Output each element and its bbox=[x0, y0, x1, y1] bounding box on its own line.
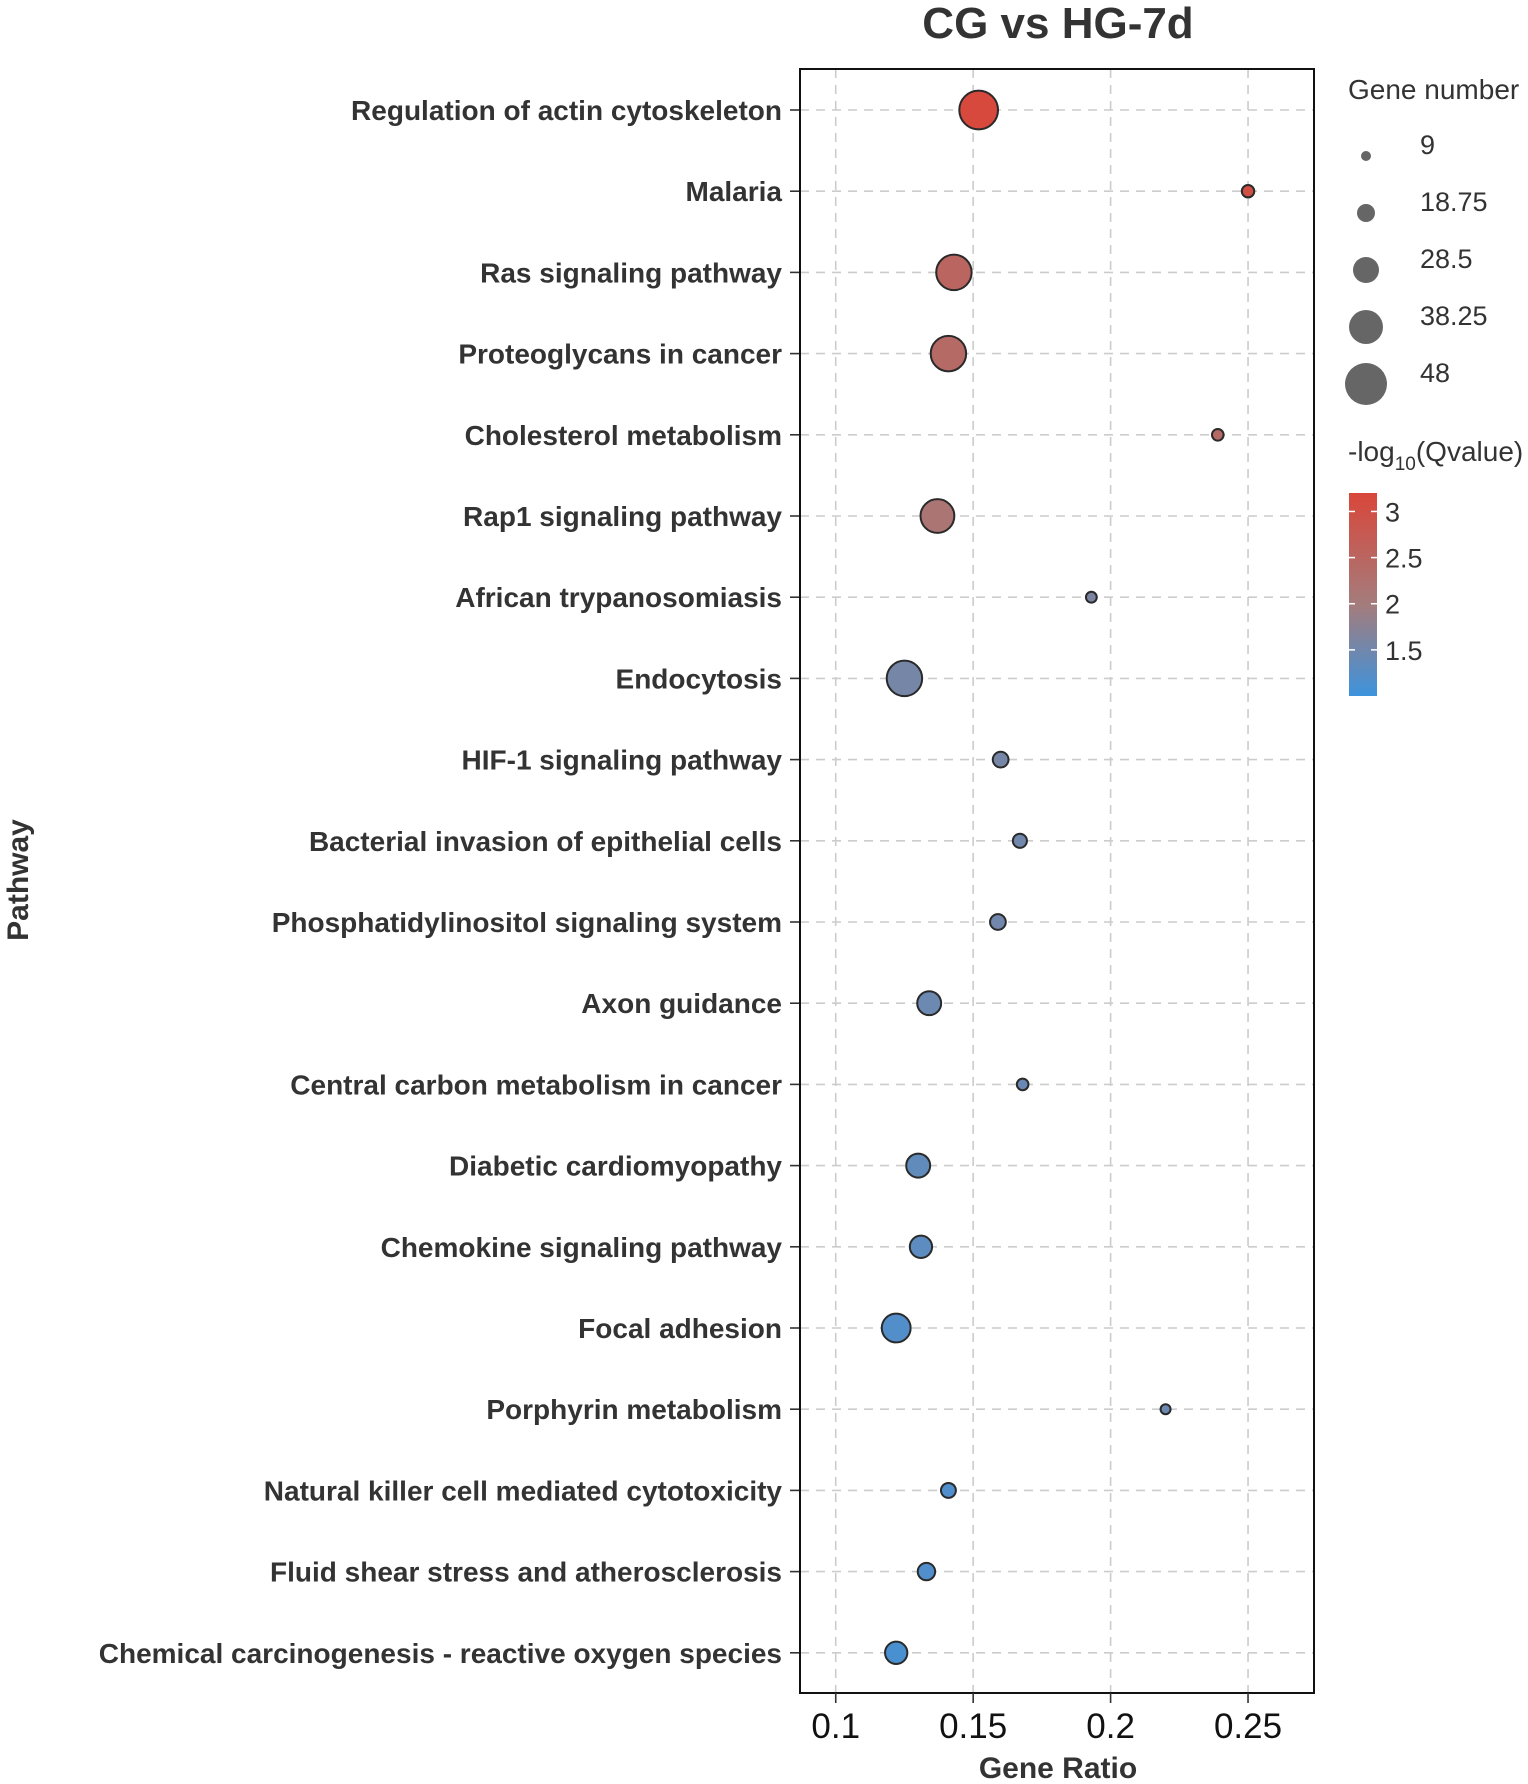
data-points bbox=[880, 89, 1256, 1665]
size-legend-label: 48 bbox=[1420, 358, 1450, 388]
size-legend-title: Gene number bbox=[1348, 74, 1519, 105]
color-legend-title: -log10(Qvalue) bbox=[1348, 436, 1523, 475]
colorbar-ticks: 3 2.5 2 1.5 bbox=[1349, 497, 1423, 666]
color-legend-title-suffix: (Qvalue) bbox=[1416, 436, 1523, 467]
data-point bbox=[1159, 1403, 1172, 1416]
chart-title: CG vs HG-7d bbox=[922, 0, 1193, 48]
size-legend-circle bbox=[1353, 257, 1379, 283]
x-tick-labels: 0.1 0.15 0.2 0.25 bbox=[811, 1693, 1282, 1746]
data-point bbox=[1015, 1077, 1030, 1092]
data-point bbox=[939, 1481, 957, 1499]
pathway-label: Axon guidance bbox=[581, 988, 782, 1019]
size-legend-circle bbox=[1357, 204, 1375, 222]
pathway-label: Central carbon metabolism in cancer bbox=[290, 1069, 782, 1100]
pathway-labels: Regulation of actin cytoskeleton Malaria R… bbox=[99, 95, 783, 1669]
pathway-label: Bacterial invasion of epithelial cells bbox=[309, 826, 782, 857]
x-tick-label: 0.15 bbox=[939, 1707, 1007, 1746]
x-tick-label: 0.1 bbox=[811, 1707, 860, 1746]
data-point bbox=[1084, 590, 1098, 604]
size-legend-label: 38.25 bbox=[1420, 301, 1488, 331]
pathway-label: Chemical carcinogenesis - reactive oxyge… bbox=[99, 1638, 782, 1669]
x-axis-label: Gene Ratio bbox=[979, 1752, 1137, 1784]
size-legend-circle bbox=[1349, 310, 1383, 344]
data-point bbox=[991, 750, 1010, 769]
size-legend-circle bbox=[1345, 363, 1387, 405]
y-axis-label-group: Pathway bbox=[2, 819, 35, 941]
size-legend-label: 28.5 bbox=[1420, 244, 1473, 274]
pathway-label: Chemokine signaling pathway bbox=[381, 1232, 783, 1263]
data-point bbox=[884, 1640, 909, 1665]
pathway-label: Ras signaling pathway bbox=[480, 257, 782, 288]
color-legend-title-prefix: -log bbox=[1348, 436, 1395, 467]
pathway-label: Natural killer cell mediated cytotoxicit… bbox=[264, 1475, 783, 1506]
data-point bbox=[1240, 183, 1256, 199]
pathway-label: Diabetic cardiomyopathy bbox=[449, 1151, 782, 1182]
colorbar-tick-label: 3 bbox=[1385, 497, 1400, 527]
colorbar-tick-label: 2 bbox=[1385, 590, 1400, 620]
x-tick-label: 0.2 bbox=[1086, 1707, 1135, 1746]
colorbar-tick-label: 2.5 bbox=[1385, 544, 1423, 574]
pathway-label: African trypanosomiasis bbox=[455, 582, 782, 613]
size-legend-label: 9 bbox=[1420, 130, 1435, 160]
size-legend-circle bbox=[1361, 151, 1371, 161]
data-point bbox=[958, 89, 1000, 131]
data-point bbox=[908, 1234, 934, 1259]
plot-frame bbox=[799, 68, 1315, 1694]
size-legend-label: 18.75 bbox=[1420, 187, 1488, 217]
y-axis-label: Pathway bbox=[2, 819, 35, 941]
data-point bbox=[935, 253, 973, 292]
data-point bbox=[989, 913, 1007, 931]
data-point bbox=[916, 990, 943, 1017]
color-legend-title-subscript: 10 bbox=[1395, 454, 1416, 475]
data-point bbox=[1011, 832, 1028, 849]
data-point bbox=[1210, 427, 1225, 442]
data-point bbox=[916, 1561, 937, 1582]
colorbar bbox=[1349, 493, 1377, 696]
x-tick-label: 0.25 bbox=[1214, 1707, 1282, 1746]
pathway-label: Phosphatidylinositol signaling system bbox=[272, 907, 782, 938]
pathway-label: Rap1 signaling pathway bbox=[463, 501, 782, 532]
data-point bbox=[885, 659, 924, 698]
data-point bbox=[905, 1152, 932, 1179]
grid-layer bbox=[790, 69, 1314, 1693]
pathway-label: Endocytosis bbox=[616, 663, 782, 694]
pathway-label: Malaria bbox=[686, 176, 783, 207]
data-point bbox=[919, 498, 956, 534]
size-legend: 9 18.75 28.5 38.25 48 bbox=[1345, 130, 1488, 405]
pathway-label: Porphyrin metabolism bbox=[486, 1394, 782, 1425]
colorbar-tick-label: 1.5 bbox=[1385, 636, 1423, 666]
pathway-label: Focal adhesion bbox=[578, 1313, 782, 1344]
pathway-label: HIF-1 signaling pathway bbox=[462, 745, 783, 776]
pathway-label: Regulation of actin cytoskeleton bbox=[351, 95, 782, 126]
data-point bbox=[880, 1312, 912, 1344]
pathway-label: Fluid shear stress and atherosclerosis bbox=[270, 1557, 782, 1588]
pathway-label: Proteoglycans in cancer bbox=[458, 339, 782, 370]
data-point bbox=[929, 334, 968, 373]
pathway-label: Cholesterol metabolism bbox=[465, 420, 782, 451]
